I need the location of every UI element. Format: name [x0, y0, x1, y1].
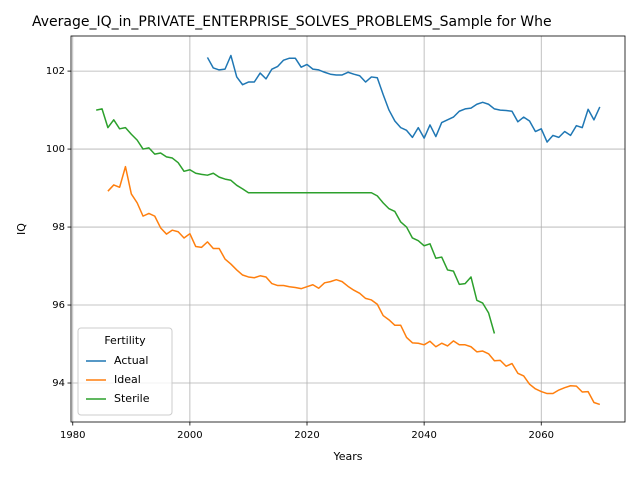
x-axis-label: Years [332, 450, 362, 463]
x-tick-label: 2060 [529, 430, 554, 441]
y-tick-label: 94 [52, 378, 65, 389]
x-tick-label: 2020 [294, 430, 319, 441]
x-tick-label: 2040 [411, 430, 436, 441]
legend-label: Actual [114, 354, 148, 367]
plot-frame [70, 35, 626, 423]
y-axis-label: IQ [15, 223, 28, 235]
legend-title: Fertility [104, 334, 146, 347]
legend: Fertility Actual Ideal Sterile [77, 327, 173, 416]
series-line [96, 108, 496, 334]
y-tick-label: 100 [46, 144, 65, 155]
chart-title: Average_IQ_in_PRIVATE_ENTERPRISE_SOLVES_… [32, 14, 552, 30]
legend-box [77, 327, 173, 416]
x-tick-label: 2000 [177, 430, 202, 441]
series-line [206, 54, 601, 143]
y-tick-label: 98 [52, 222, 65, 233]
y-tick-label: 96 [52, 300, 65, 311]
x-tick-label: 1980 [60, 430, 85, 441]
legend-label: Ideal [114, 373, 141, 386]
y-tick-label: 102 [46, 66, 65, 77]
legend-label: Sterile [114, 392, 150, 405]
series-line [107, 165, 601, 406]
